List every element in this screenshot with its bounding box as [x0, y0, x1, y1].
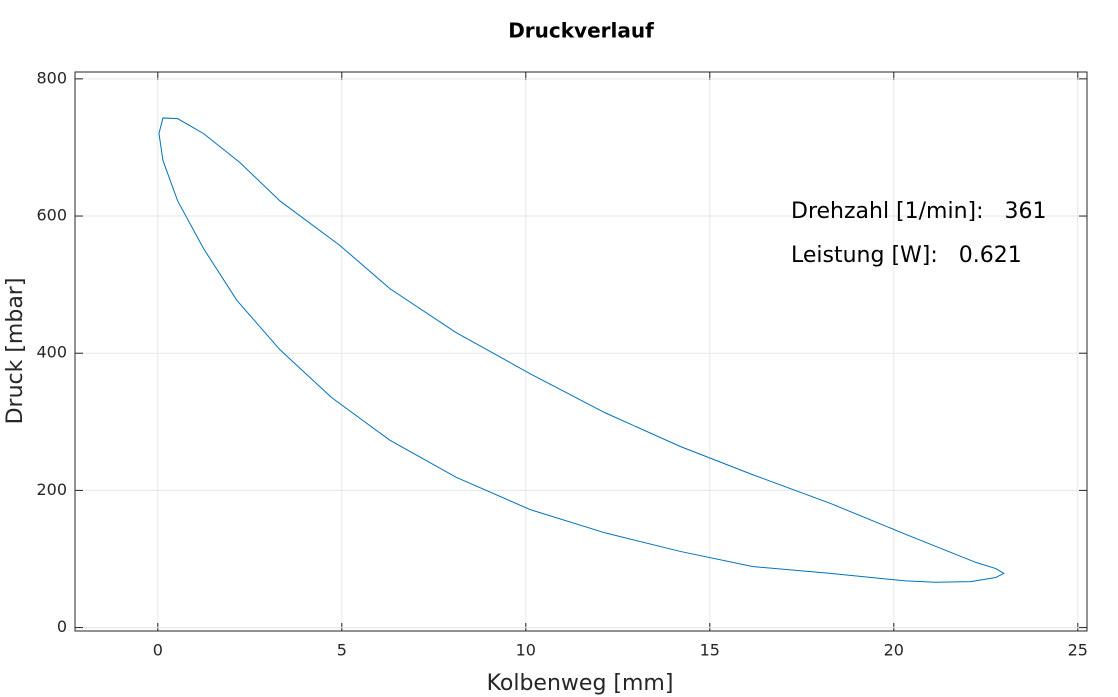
x-tick-label: 15: [700, 641, 720, 660]
annotation: Leistung [W]: 0.621: [791, 243, 1022, 268]
y-tick-label: 200: [36, 480, 67, 499]
chart-title: Druckverlauf: [508, 19, 654, 43]
axes-box: [74, 71, 1088, 632]
y-tick-label: 400: [36, 343, 67, 362]
data-line: [158, 117, 1005, 583]
x-tick-label: 10: [516, 641, 536, 660]
x-axis-label: Kolbenweg [mm]: [487, 671, 674, 696]
y-tick-label: 0: [57, 617, 67, 636]
annotation: Drehzahl [1/min]: 361: [791, 199, 1047, 224]
x-tick-label: 25: [1068, 641, 1088, 660]
x-tick-label: 5: [337, 641, 347, 660]
x-tick-label: 20: [884, 641, 904, 660]
y-axis-label: Druck [mbar]: [3, 278, 28, 425]
y-tick-label: 800: [36, 68, 67, 87]
y-tick-label: 600: [36, 206, 67, 225]
x-tick-label: 0: [153, 641, 163, 660]
